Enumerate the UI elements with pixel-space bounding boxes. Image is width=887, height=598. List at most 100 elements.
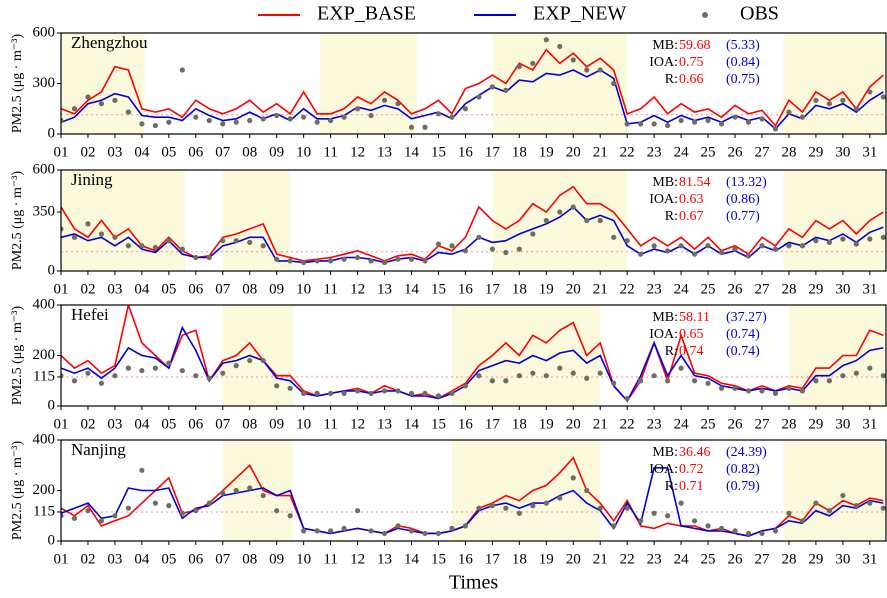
obs-point xyxy=(341,114,347,120)
obs-point xyxy=(799,388,806,394)
x-tick-label: 07 xyxy=(215,416,231,432)
obs-point xyxy=(745,530,752,537)
obs-point xyxy=(557,365,563,371)
x-tick-label: 05 xyxy=(161,416,176,432)
stat-label: MB: xyxy=(652,38,678,53)
obs-point xyxy=(584,487,590,494)
obs-point xyxy=(867,365,873,371)
obs-point xyxy=(179,368,185,374)
obs-point xyxy=(638,518,644,524)
stat-base: 58.11 xyxy=(679,310,710,325)
obs-point xyxy=(368,258,374,264)
obs-point xyxy=(516,510,522,516)
y-tick-label: 0 xyxy=(48,397,56,413)
obs-point xyxy=(341,256,347,262)
obs-point xyxy=(503,87,509,93)
obs-point xyxy=(745,253,752,259)
x-tick-label: 02 xyxy=(80,144,95,160)
obs-point xyxy=(665,513,671,519)
x-tick-label: 15 xyxy=(431,416,446,432)
obs-point xyxy=(408,124,415,130)
x-tick-label: 30 xyxy=(835,551,850,567)
obs-point xyxy=(368,528,374,534)
x-tick-label: 23 xyxy=(647,416,662,432)
stat-new: (13.32) xyxy=(726,175,767,190)
obs-point xyxy=(691,378,698,384)
x-tick-label: 17 xyxy=(485,416,501,432)
y-tick-label: 300 xyxy=(33,75,56,91)
obs-point xyxy=(61,226,64,232)
x-tick-label: 03 xyxy=(107,144,122,160)
obs-point xyxy=(557,209,563,215)
obs-point xyxy=(530,503,536,509)
y-tick-label: 0 xyxy=(48,532,56,548)
obs-point xyxy=(422,390,428,396)
obs-point xyxy=(247,117,253,124)
stat-label: IOA: xyxy=(649,192,678,207)
stat-label: R: xyxy=(665,209,678,224)
x-tick-label: 16 xyxy=(458,416,474,432)
stat-base: 59.68 xyxy=(679,38,711,53)
x-axis-label: Times xyxy=(449,572,499,594)
obs-point xyxy=(840,97,846,103)
x-tick-label: 28 xyxy=(781,144,796,160)
obs-point xyxy=(543,373,549,379)
obs-point xyxy=(853,370,859,376)
x-tick-label: 08 xyxy=(242,144,257,160)
y-tick-label: 115 xyxy=(33,503,55,519)
x-tick-label: 04 xyxy=(134,551,150,567)
stat-label: IOA: xyxy=(649,327,678,342)
obs-point xyxy=(314,119,320,125)
panel-title: Zhengzhou xyxy=(71,33,148,52)
obs-point xyxy=(179,67,185,73)
x-tick-label: 19 xyxy=(539,281,554,297)
x-tick-label: 02 xyxy=(80,551,95,567)
x-tick-label: 19 xyxy=(539,551,554,567)
obs-point xyxy=(624,238,630,244)
obs-point xyxy=(543,500,549,506)
obs-point xyxy=(408,390,415,396)
obs-point xyxy=(435,241,442,247)
y-tick-label: 600 xyxy=(33,161,56,177)
obs-point xyxy=(503,505,509,511)
obs-point xyxy=(530,231,536,237)
obs-point xyxy=(354,254,361,261)
obs-point xyxy=(853,503,859,509)
obs-point xyxy=(718,249,725,256)
obs-point xyxy=(732,528,738,534)
obs-point xyxy=(462,248,469,254)
obs-point xyxy=(745,119,752,125)
x-tick-label: 31 xyxy=(862,281,877,297)
stat-base: 0.66 xyxy=(679,72,704,87)
x-tick-label: 01 xyxy=(54,281,69,297)
x-tick-label: 07 xyxy=(215,144,231,160)
x-tick-label: 16 xyxy=(458,551,474,567)
y-tick-label: 200 xyxy=(33,347,56,363)
shaded-period xyxy=(61,170,186,271)
obs-point xyxy=(408,528,415,534)
shaded-period xyxy=(222,305,293,406)
obs-point xyxy=(354,106,361,112)
obs-point xyxy=(489,84,495,90)
x-tick-label: 12 xyxy=(350,551,365,567)
x-tick-label: 05 xyxy=(161,144,176,160)
obs-point xyxy=(718,385,725,391)
obs-point xyxy=(476,234,482,240)
x-tick-label: 24 xyxy=(674,551,690,567)
obs-point xyxy=(651,121,657,127)
obs-point xyxy=(449,114,455,120)
stat-base: 0.63 xyxy=(679,192,704,207)
x-tick-label: 10 xyxy=(296,416,311,432)
y-tick-label: 0 xyxy=(48,125,56,141)
x-tick-label: 26 xyxy=(728,551,744,567)
obs-point xyxy=(718,121,725,127)
shaded-period xyxy=(783,33,886,134)
x-tick-label: 28 xyxy=(781,281,796,297)
x-tick-label: 17 xyxy=(485,281,501,297)
x-tick-label: 16 xyxy=(458,281,474,297)
stat-base: 0.75 xyxy=(679,55,704,70)
obs-point xyxy=(152,365,158,371)
obs-point xyxy=(71,378,78,384)
x-tick-label: 27 xyxy=(754,144,770,160)
obs-point xyxy=(98,231,105,237)
